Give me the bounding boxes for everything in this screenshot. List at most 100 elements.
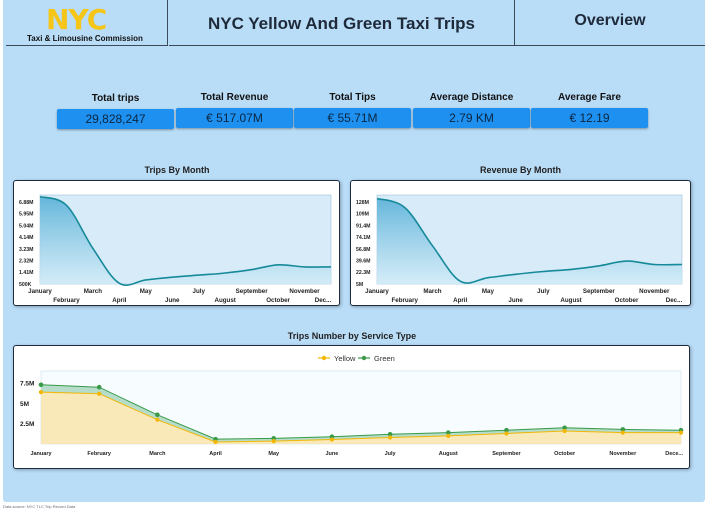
kpi-label: Average Distance — [429, 92, 514, 103]
series-area — [40, 196, 331, 286]
green-series-line — [40, 384, 682, 440]
yellow-point — [620, 430, 625, 435]
nyc-logo-mark: NYC — [46, 3, 107, 36]
y-tick-label: 5.95M — [19, 212, 33, 218]
x-tick-label: June — [165, 297, 180, 304]
kpi-label: Total trips — [91, 93, 140, 104]
green-point — [504, 427, 509, 433]
x-tick-label: April — [453, 297, 467, 304]
kpi-total-tips: Total Tips € 55.71M — [294, 90, 411, 128]
x-tick-label: Dece... — [665, 451, 683, 457]
kpi-value: € 55.71M — [294, 108, 411, 128]
x-tick-label: July — [193, 288, 206, 295]
series-line — [376, 197, 683, 284]
revenue-by-month-title: Revenue By Month — [479, 165, 561, 175]
legend-green-marker — [361, 355, 367, 361]
x-tick-label: August — [439, 451, 458, 457]
service-type-title: Trips Number by Service Type — [287, 331, 417, 341]
logo-subtitle: Taxi & Limousine Commission — [27, 34, 143, 43]
yellow-point — [446, 433, 451, 438]
x-tick-label: May — [482, 288, 495, 295]
yellow-series-area — [41, 392, 681, 444]
yellow-point — [678, 430, 684, 435]
green-point — [620, 427, 626, 432]
kpi-value: € 12.19 — [531, 108, 648, 128]
tlc-logo: NYC Taxi & Limousine Commission — [6, 0, 168, 46]
y-tick-label: 5.04M — [19, 223, 33, 229]
kpi-value: € 517.07M — [176, 108, 293, 128]
y-tick-label: 2.32M — [19, 259, 33, 265]
legend-green-label: Green — [374, 354, 395, 363]
footnote: Data source: NYC TLC Trip Record Data — [3, 504, 76, 509]
y-tick-label: 74.1M — [356, 235, 370, 241]
x-tick-label: March — [149, 451, 166, 457]
x-tick-label: July — [385, 451, 397, 457]
x-tick-label: August — [560, 297, 581, 304]
title-cell: NYC Yellow And Green Taxi Trips — [169, 0, 515, 46]
yellow-series-line — [40, 391, 681, 443]
yellow-point — [38, 389, 44, 395]
kpi-label: Average Fare — [558, 92, 621, 103]
x-tick-label: April — [209, 451, 222, 457]
kpi-value: 29,828,247 — [57, 109, 174, 129]
x-tick-label: March — [84, 288, 102, 295]
trips-by-month-chart[interactable]: 6.88M 5.95M 5.04M 4.14M 3.23M 2.32M 1.41M 500K J… — [13, 180, 340, 306]
yellow-point — [387, 435, 393, 440]
kpi-label: Total Tips — [329, 92, 376, 103]
green-point — [155, 412, 160, 418]
x-tick-label: January — [365, 288, 389, 295]
x-tick-label: November — [609, 451, 637, 457]
legend-yellow-marker — [321, 355, 327, 361]
x-tick-label: May — [268, 451, 280, 457]
overview-label: Overview — [574, 12, 646, 29]
service-type-chart[interactable]: Yellow Green 7.5M 5M 2.5M January February Marc… — [13, 345, 690, 469]
x-tick-label: January — [28, 288, 52, 295]
x-tick-label: October — [554, 451, 576, 457]
header: NYC Taxi & Limousine Commission NYC Yell… — [3, 0, 705, 46]
series-line — [39, 195, 332, 286]
overview-button[interactable]: Overview — [515, 0, 705, 46]
kpi-total-revenue: Total Revenue € 517.07M — [176, 90, 293, 128]
y-tick-label: 1.41M — [19, 270, 33, 276]
x-tick-label: April — [112, 297, 126, 304]
yellow-point — [213, 439, 218, 445]
x-tick-label: September — [492, 451, 521, 457]
y-tick-label: 91.4M — [356, 223, 370, 229]
service-type-svg: Yellow Green 7.5M 5M 2.5M January February Marc… — [20, 354, 684, 457]
y-tick-label: 5M — [356, 282, 363, 288]
green-point — [562, 425, 567, 431]
x-tick-label: January — [30, 451, 52, 457]
y-tick-label: 7.5M — [20, 381, 34, 388]
x-tick-label: Dec... — [666, 297, 683, 304]
kpi-value: 2.79 KM — [413, 108, 530, 128]
yellow-point — [155, 417, 160, 422]
x-tick-label: February — [87, 451, 111, 457]
trips-by-month-title: Trips By Month — [144, 165, 210, 175]
yellow-point — [271, 439, 276, 444]
dashboard-canvas: NYC Taxi & Limousine Commission NYC Yell… — [3, 0, 705, 502]
x-tick-label: March — [423, 288, 441, 295]
x-tick-label: June — [325, 451, 338, 457]
x-tick-label: August — [215, 297, 236, 304]
x-tick-label: February — [53, 297, 80, 304]
x-tick-label: February — [391, 297, 418, 304]
kpi-average-fare: Average Fare € 12.19 — [531, 90, 648, 128]
kpi-label: Total Revenue — [200, 92, 269, 103]
x-tick-label: October — [615, 297, 639, 304]
green-point — [387, 431, 393, 437]
y-tick-label: 4.14M — [19, 235, 33, 241]
legend-yellow-label: Yellow — [334, 354, 356, 363]
y-tick-label: 128M — [356, 200, 369, 206]
revenue-by-month-svg: 128M 109M 91.4M 74.1M 56.8M 39.6M 22.3M 5MJanua… — [356, 194, 683, 304]
x-tick-label: October — [266, 297, 290, 304]
y-tick-label: 109M — [356, 212, 369, 218]
x-tick-label: May — [140, 288, 153, 295]
green-point — [445, 430, 451, 435]
x-tick-label: November — [289, 288, 320, 295]
trips-by-month-svg: 6.88M5.95M5.04M4.14M3.23M2.32M1.41M500KJ… — [19, 194, 332, 304]
y-tick-label: 5M — [20, 401, 29, 408]
yellow-point — [97, 391, 102, 396]
revenue-by-month-chart[interactable]: 128M 109M 91.4M 74.1M 56.8M 39.6M 22.3M 5M Janua… — [350, 180, 691, 306]
page-title: NYC Yellow And Green Taxi Trips — [207, 14, 476, 33]
y-tick-label: 22.3M — [356, 270, 370, 276]
